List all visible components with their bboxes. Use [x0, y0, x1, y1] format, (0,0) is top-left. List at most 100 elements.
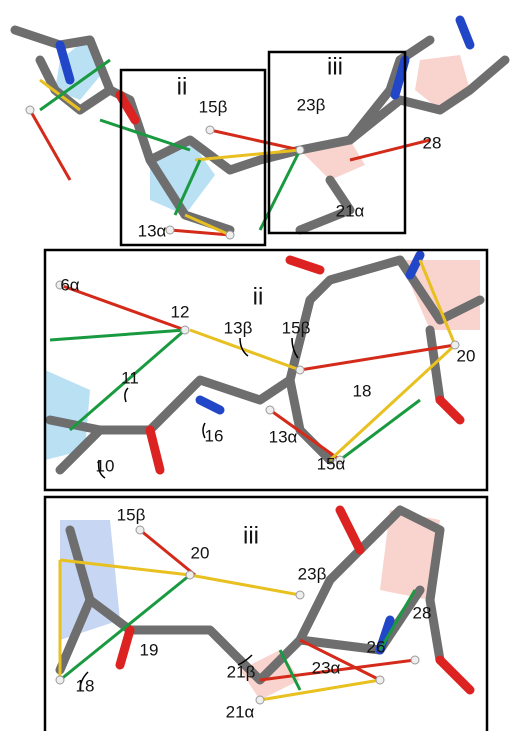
atom-label: 18 — [353, 381, 372, 400]
restraint — [189, 573, 301, 597]
atom — [390, 55, 410, 100]
atom-label: 21β — [227, 662, 256, 681]
restraint — [28, 109, 72, 181]
hydrogen — [295, 590, 305, 600]
restraint — [99, 118, 191, 152]
hydrogen — [295, 365, 305, 375]
panel-title: iii — [243, 522, 259, 549]
atom-label: 19 — [140, 640, 159, 659]
ring — [45, 370, 90, 460]
atom — [115, 90, 140, 125]
atom-label: 16 — [205, 426, 224, 445]
atom — [115, 625, 135, 670]
hydrogen — [180, 325, 190, 335]
restraint — [169, 228, 231, 237]
atom-label: 20 — [191, 543, 210, 562]
restraint — [269, 408, 341, 462]
restraint — [194, 148, 301, 162]
atom-label: 20 — [457, 346, 476, 365]
atom-label: 26 — [367, 637, 386, 656]
restraint — [39, 58, 111, 112]
atom — [455, 15, 475, 50]
hydrogen — [375, 675, 385, 685]
label: iii — [327, 53, 343, 80]
restraint — [209, 128, 301, 152]
atom-label: 12 — [171, 302, 190, 321]
hydrogen — [265, 405, 275, 415]
atom-label: 23β — [298, 564, 327, 583]
atom — [145, 425, 165, 475]
atom-label: 15β — [199, 97, 228, 116]
hydrogen — [165, 225, 175, 235]
hydrogen — [255, 695, 265, 705]
atom-label: 13α — [138, 221, 167, 240]
hydrogen — [410, 655, 420, 665]
arrow — [79, 671, 89, 691]
restraint — [59, 573, 191, 682]
arrow — [202, 422, 206, 439]
hydrogen — [25, 105, 35, 115]
restraint — [378, 589, 417, 651]
restraint — [69, 328, 186, 432]
hydrogen — [55, 280, 65, 290]
restraint — [339, 398, 421, 462]
restraint — [259, 658, 416, 682]
bond — [105, 55, 510, 175]
ring — [380, 510, 440, 600]
atom — [285, 255, 325, 275]
panel-title: ii — [253, 283, 264, 310]
hydrogen — [135, 525, 145, 535]
atom — [435, 655, 475, 695]
restraint — [299, 638, 381, 682]
restraint — [328, 343, 457, 462]
arrow — [291, 337, 299, 359]
arrow — [124, 387, 129, 403]
restraint — [349, 138, 431, 162]
arrow — [97, 459, 106, 479]
restraint — [49, 328, 186, 342]
restraint — [189, 328, 301, 372]
arrow — [239, 337, 249, 357]
atom-label: 23β — [297, 95, 326, 114]
hydrogen — [295, 145, 305, 155]
restraint — [59, 283, 186, 332]
atom-label: 13α — [269, 427, 298, 446]
atom-label: 15β — [282, 318, 311, 337]
atom-label: 21α — [336, 201, 365, 220]
restraint — [299, 343, 456, 372]
hydrogen — [225, 230, 235, 240]
atom-label: 11 — [121, 368, 139, 387]
atom-label: 15β — [117, 505, 146, 524]
restraint — [173, 159, 202, 216]
bond — [345, 35, 435, 145]
atom — [195, 395, 225, 415]
panel-iii — [43, 495, 489, 731]
atom — [405, 250, 425, 280]
atom-label: 28 — [413, 603, 432, 622]
atom-label: 18 — [76, 676, 95, 695]
atom — [335, 505, 365, 555]
bond — [55, 595, 95, 675]
restraint — [59, 558, 191, 577]
atom-label: 15α — [317, 454, 346, 473]
arrow — [237, 654, 253, 666]
atom — [55, 40, 75, 85]
atom — [435, 395, 465, 425]
box-ii — [119, 68, 267, 247]
label: ii — [177, 73, 188, 100]
restraint — [418, 259, 457, 346]
hydrogen — [185, 570, 195, 580]
restraint — [258, 149, 302, 231]
bond — [65, 505, 445, 685]
hydrogen — [205, 125, 215, 135]
panel-ii — [43, 248, 489, 492]
restraint — [139, 528, 196, 577]
atom-label: 28 — [423, 133, 442, 152]
atom-label: 6α — [60, 275, 79, 294]
hydrogen — [55, 675, 65, 685]
atom-label: 21α — [226, 702, 255, 721]
atom-label: 13β — [224, 318, 253, 337]
bond — [295, 175, 355, 235]
box-iii — [267, 50, 407, 235]
